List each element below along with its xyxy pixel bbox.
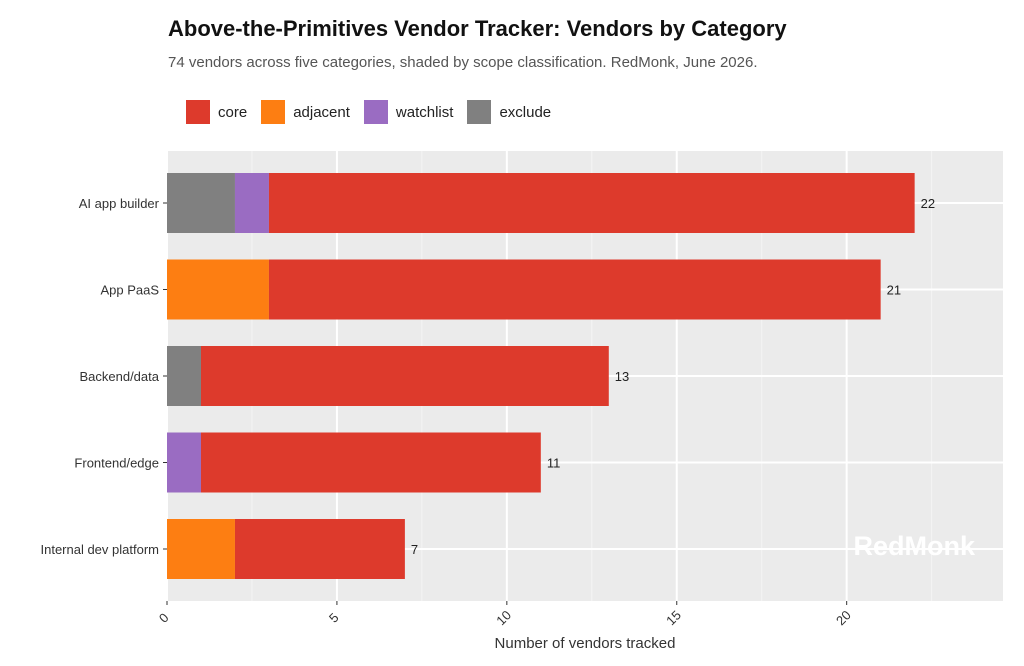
x-axis-title: Number of vendors tracked bbox=[495, 635, 676, 652]
bar-app-paas-core bbox=[268, 259, 881, 320]
bar-ai-app-builder-core bbox=[268, 173, 915, 233]
legend-swatch-exclude bbox=[467, 100, 492, 124]
y-tick-label-internal-dev-platform: Internal dev platform bbox=[40, 542, 159, 557]
legend: core adjacent watchlist exclude bbox=[186, 99, 551, 125]
chart-title: Above-the-Primitives Vendor Tracker: Ven… bbox=[168, 16, 787, 41]
bar-frontend-edge-watchlist bbox=[167, 432, 201, 493]
legend-swatch-watchlist bbox=[363, 100, 388, 124]
x-tick-label: 15 bbox=[663, 607, 684, 628]
chart-subtitle: 74 vendors across five categories, shade… bbox=[168, 54, 758, 71]
legend-swatch-adjacent bbox=[261, 100, 286, 124]
bar-internal-dev-platform-adjacent bbox=[167, 519, 235, 579]
legend-item-exclude: exclude bbox=[467, 100, 551, 124]
x-tick-label: 0 bbox=[156, 610, 172, 626]
bar-backend-data-core bbox=[200, 346, 609, 406]
legend-label-core: core bbox=[218, 103, 248, 121]
legend-label-adjacent: adjacent bbox=[293, 103, 350, 121]
value-label-backend-data: 13 bbox=[615, 369, 629, 384]
legend-item-core: core bbox=[186, 100, 247, 124]
bar-internal-dev-platform-core bbox=[234, 519, 405, 579]
legend-label-exclude: exclude bbox=[499, 103, 552, 121]
y-tick-label-ai-app-builder: AI app builder bbox=[79, 196, 160, 211]
value-label-app-paas: 21 bbox=[887, 283, 901, 298]
legend-item-watchlist: watchlist bbox=[363, 100, 454, 124]
x-tick-label: 20 bbox=[833, 607, 854, 628]
legend-label-watchlist: watchlist bbox=[395, 103, 454, 121]
bar-backend-data-exclude bbox=[167, 346, 201, 406]
value-label-frontend-edge: 11 bbox=[547, 456, 561, 471]
y-tick-label-backend-data: Backend/data bbox=[79, 369, 159, 384]
x-tick-label: 5 bbox=[326, 610, 342, 626]
value-label-ai-app-builder: 22 bbox=[921, 196, 935, 211]
watermark-text: RedMonk bbox=[854, 531, 976, 561]
bar-ai-app-builder-exclude bbox=[167, 173, 235, 233]
x-tick-label: 10 bbox=[493, 607, 514, 628]
y-tick-label-frontend-edge: Frontend/edge bbox=[74, 456, 159, 471]
value-label-internal-dev-platform: 7 bbox=[411, 542, 418, 557]
legend-item-adjacent: adjacent bbox=[261, 100, 350, 124]
bar-app-paas-adjacent bbox=[167, 259, 269, 320]
y-tick-label-app-paas: App PaaS bbox=[100, 283, 159, 298]
bar-frontend-edge-core bbox=[200, 432, 541, 493]
legend-swatch-core bbox=[186, 100, 210, 124]
bar-ai-app-builder-watchlist bbox=[234, 173, 269, 233]
